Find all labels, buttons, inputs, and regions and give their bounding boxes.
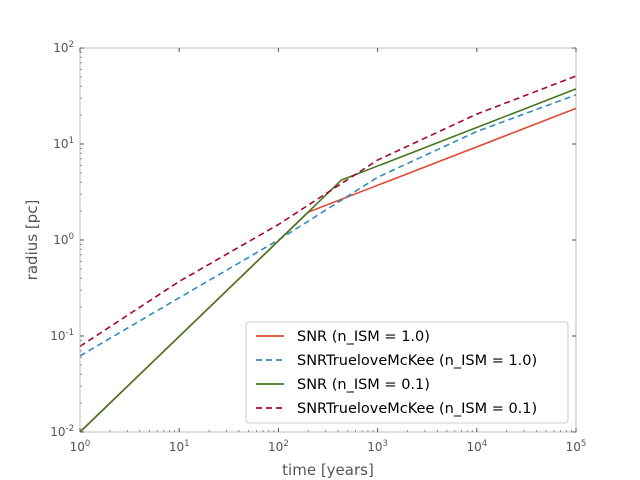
y-tick-label: 101	[53, 136, 74, 151]
legend-label: SNR (n_ISM = 1.0)	[297, 329, 430, 345]
x-tick-label: 102	[268, 439, 289, 454]
y-tick-label-exponent: 0	[69, 232, 74, 242]
x-tick-label-exponent: 0	[85, 439, 90, 449]
x-tick-label-exponent: 5	[581, 439, 586, 449]
x-tick-label: 104	[466, 439, 487, 454]
x-tick-label-base: 10	[466, 440, 481, 454]
x-tick-label-exponent: 3	[383, 439, 388, 449]
x-tick-label: 103	[367, 439, 388, 454]
y-tick-label-base: 10	[53, 137, 68, 151]
legend-label: SNR (n_ISM = 0.1)	[297, 377, 430, 393]
x-tick-label-exponent: 1	[184, 439, 189, 449]
y-tick-label-base: 10	[50, 425, 65, 439]
x-tick-label: 105	[566, 439, 587, 454]
y-tick-label-base: 10	[53, 233, 68, 247]
y-axis-label: radius [pc]	[23, 200, 41, 281]
x-tick-label: 100	[70, 439, 91, 454]
y-tick-label: 102	[53, 40, 74, 55]
x-axis-ticks: 100 101 102 103 104 105	[70, 48, 587, 454]
x-axis-label: time [years]	[282, 461, 374, 479]
y-tick-label-base: 10	[50, 329, 65, 343]
y-tick-label-exponent: -1	[66, 328, 74, 338]
x-tick-label-base: 10	[367, 440, 382, 454]
y-tick-label-exponent: 1	[69, 136, 74, 146]
legend: SNR (n_ISM = 1.0) SNRTrueloveMcKee (n_ISM…	[245, 321, 569, 424]
legend-entries: SNR (n_ISM = 1.0) SNRTrueloveMcKee (n_ISM…	[256, 329, 537, 417]
series-layer	[79, 75, 577, 433]
x-tick-label-base: 10	[70, 440, 85, 454]
x-tick-label-base: 10	[566, 440, 581, 454]
legend-label: SNRTrueloveMcKee (n_ISM = 0.1)	[297, 401, 537, 417]
x-tick-label-base: 10	[268, 440, 283, 454]
legend-box	[245, 321, 569, 424]
series-line-snrtruelovemckee-n-ism-0-1	[79, 75, 577, 348]
y-tick-label: 100	[53, 232, 74, 247]
y-tick-label-base: 10	[53, 41, 68, 55]
x-tick-label-base: 10	[169, 440, 184, 454]
x-tick-label-exponent: 4	[482, 439, 487, 449]
y-tick-label: 10-2	[50, 424, 74, 439]
series-line-snr-n-ism-0-1	[79, 88, 577, 433]
x-tick-label-exponent: 2	[283, 439, 288, 449]
y-tick-label-exponent: 2	[69, 40, 74, 50]
x-tick-label: 101	[169, 439, 190, 454]
y-tick-label: 10-1	[50, 328, 74, 343]
series-line-snrtruelovemckee-n-ism-1-0	[79, 94, 577, 357]
legend-label: SNRTrueloveMcKee (n_ISM = 1.0)	[297, 353, 537, 369]
y-tick-label-exponent: -2	[66, 424, 74, 434]
